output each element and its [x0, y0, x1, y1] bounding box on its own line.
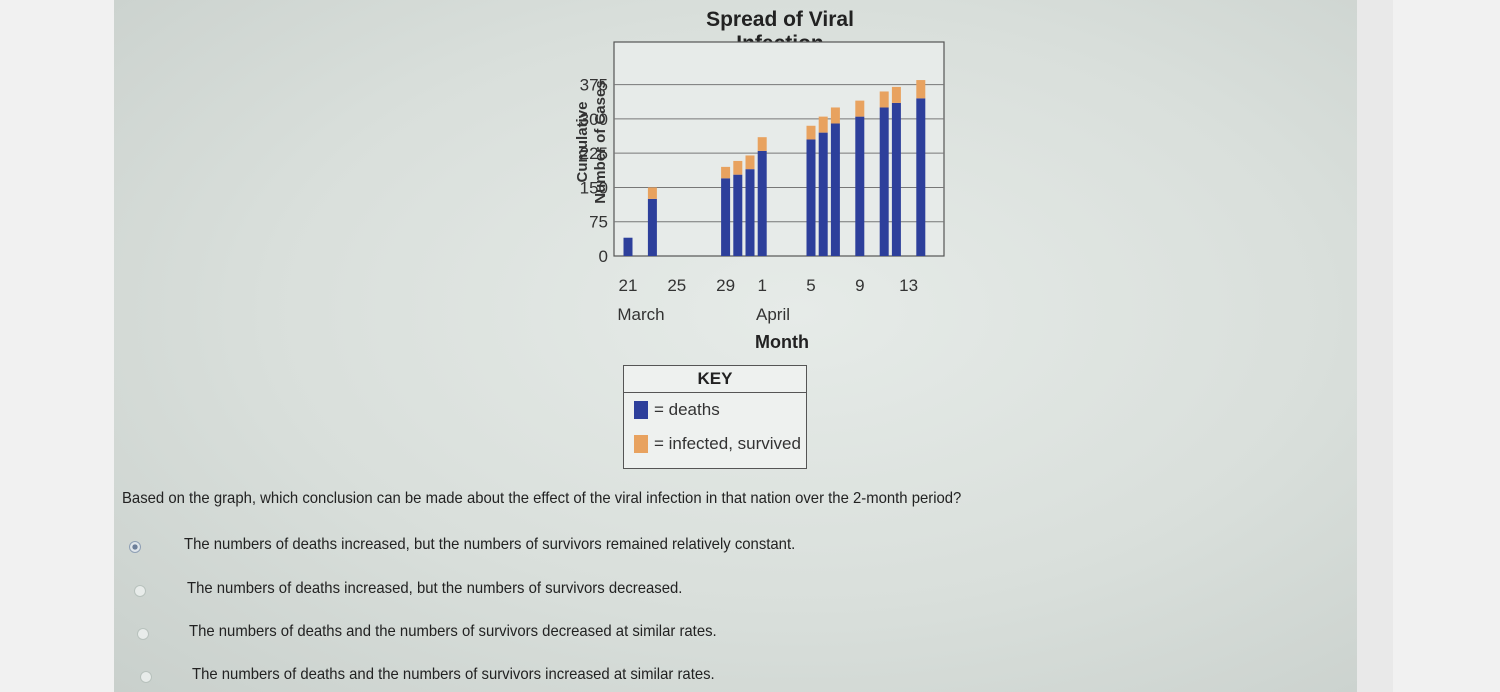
- option-4-label[interactable]: The numbers of deaths and the numbers of…: [192, 666, 715, 683]
- deaths-bar: [721, 178, 731, 256]
- deaths-bar: [891, 102, 901, 256]
- deaths-bar: [830, 123, 840, 256]
- y-tick-label: 75: [589, 213, 608, 232]
- survived-bar: [818, 116, 828, 133]
- x-tick-label: 5: [806, 276, 815, 295]
- option-3-radio[interactable]: [137, 628, 149, 640]
- page-margin: [1357, 0, 1393, 692]
- x-tick-label: 29: [716, 276, 735, 295]
- deaths-bar: [818, 132, 828, 256]
- x-tick-label: 25: [667, 276, 686, 295]
- option-3-label[interactable]: The numbers of deaths and the numbers of…: [189, 623, 717, 640]
- deaths-bar: [647, 198, 657, 256]
- deaths-swatch: [634, 401, 648, 419]
- y-tick-label: 225: [580, 144, 608, 163]
- survived-bar: [891, 86, 901, 103]
- y-tick-label: 375: [580, 76, 608, 95]
- option-1-radio[interactable]: [129, 541, 141, 553]
- deaths-bar: [806, 139, 816, 256]
- option-1-label[interactable]: The numbers of deaths increased, but the…: [184, 536, 796, 553]
- x-tick-label: 1: [757, 276, 766, 295]
- deaths-bar: [916, 98, 926, 257]
- key-row-deaths: = deaths: [624, 393, 806, 427]
- survived-bar: [647, 187, 657, 199]
- option-4-radio[interactable]: [140, 671, 152, 683]
- month-label-april: April: [756, 305, 790, 324]
- x-tick-label: 21: [619, 276, 638, 295]
- survived-bar: [745, 155, 755, 170]
- survived-bar: [721, 166, 731, 179]
- chart-key: KEY = deaths = infected, survived: [623, 365, 807, 469]
- y-tick-label: 150: [580, 178, 608, 197]
- option-2-label[interactable]: The numbers of deaths increased, but the…: [187, 580, 683, 597]
- deaths-bar: [855, 116, 865, 257]
- survived-bar: [855, 100, 865, 117]
- survived-swatch: [634, 435, 648, 453]
- plot-area: [613, 41, 945, 257]
- deaths-bar: [879, 107, 889, 256]
- survived-bar: [733, 160, 743, 175]
- deaths-bar: [623, 237, 633, 256]
- key-survived-label: = infected, survived: [654, 434, 801, 453]
- deaths-bar: [745, 169, 755, 256]
- x-tick-label: 9: [855, 276, 864, 295]
- y-tick-label: 300: [580, 110, 608, 129]
- deaths-bar: [733, 174, 743, 256]
- month-label-march: March: [617, 305, 664, 324]
- question-text: Based on the graph, which conclusion can…: [122, 490, 962, 507]
- y-tick-label: 0: [599, 247, 608, 266]
- key-title: KEY: [624, 366, 806, 393]
- key-row-survived: = infected, survived: [624, 427, 806, 461]
- x-axis-label: Month: [755, 332, 809, 352]
- survived-bar: [757, 137, 767, 151]
- survived-bar: [916, 80, 926, 99]
- survived-bar: [806, 125, 816, 140]
- survived-bar: [830, 107, 840, 124]
- key-deaths-label: = deaths: [654, 400, 720, 419]
- survived-bar: [879, 91, 889, 108]
- x-tick-label: 13: [899, 276, 918, 295]
- deaths-bar: [757, 150, 767, 256]
- option-2-radio[interactable]: [134, 585, 146, 597]
